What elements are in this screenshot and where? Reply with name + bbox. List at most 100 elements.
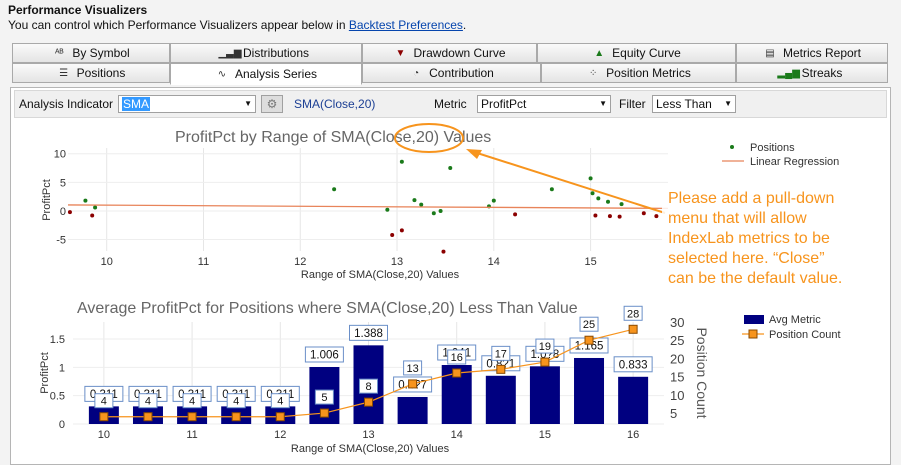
scatter-point — [83, 198, 88, 203]
bar-title: Average ProfitPct for Positions where SM… — [77, 300, 578, 317]
scatter-point — [641, 211, 646, 216]
scatter-ticks: 10 11 12 13 14 15 10 5 0 -5 — [54, 149, 597, 268]
backtest-preferences-link[interactable]: Backtest Preferences — [348, 18, 463, 32]
bar-y2tick: 5 — [670, 406, 677, 421]
scatter-ytick: 0 — [60, 206, 66, 218]
count-label: 16 — [451, 352, 463, 364]
regression-line — [67, 204, 669, 210]
scatter-point — [593, 213, 598, 218]
count-label-box — [403, 360, 423, 376]
equity-icon: ▲ — [594, 47, 605, 59]
annotation-arrowhead — [466, 149, 482, 159]
metric-select[interactable]: ProfitPct ▼ — [477, 95, 611, 113]
bar-xtick: 16 — [627, 429, 639, 441]
scatter-point — [390, 232, 395, 237]
scatter-xtick: 15 — [584, 256, 596, 268]
count-marker — [408, 379, 418, 389]
chevron-down-icon: ▼ — [599, 99, 607, 108]
metric-label: Metric — [434, 97, 467, 111]
scatter-point — [438, 208, 443, 213]
tab-distributions[interactable]: ▁▃▆ Distributions — [170, 43, 362, 63]
gear-icon[interactable]: ⚙ — [261, 95, 283, 113]
bar-ytick: 0.5 — [50, 391, 65, 403]
scatter-ytick: -5 — [56, 235, 66, 247]
scatter-point — [607, 214, 612, 219]
count-marker — [275, 412, 285, 422]
scatter-point — [513, 212, 518, 217]
filter-select[interactable]: Less Than ▼ — [652, 95, 736, 113]
annotation-line: Please add a pull-down — [668, 190, 834, 207]
bar-y2tick: 20 — [670, 351, 684, 366]
tab-label: Metrics Report — [782, 46, 862, 60]
page-title: Performance Visualizers — [8, 3, 148, 17]
count-marker — [628, 324, 638, 334]
drawdown-icon: ▼ — [395, 47, 406, 59]
indicator-label: Analysis Indicator — [19, 97, 114, 111]
avg-metric-bar — [529, 366, 560, 424]
scatter-point — [419, 202, 424, 207]
bar-y2tick: 25 — [670, 333, 684, 348]
bar-xtick: 15 — [539, 429, 551, 441]
count-label: 13 — [406, 363, 418, 375]
count-label-box — [447, 349, 467, 365]
scatter-point — [590, 191, 595, 196]
bar-ytick: 1.5 — [50, 334, 65, 346]
avg-metric-bar — [485, 375, 516, 424]
count-marker — [540, 357, 550, 367]
annotation-box — [662, 184, 867, 290]
scatter-point — [385, 207, 390, 212]
count-label: 4 — [277, 396, 283, 408]
tab-analysis-series[interactable]: ∿ Analysis Series — [170, 63, 362, 85]
indicator-expression: SMA(Close,20) — [294, 97, 376, 111]
scatter-icon: ⁘ — [588, 67, 598, 79]
tab-label: Positions — [76, 66, 126, 80]
tab-drawdown-curve[interactable]: ▼ Drawdown Curve — [362, 43, 537, 63]
bar-value-label: 1.006 — [310, 349, 339, 361]
bar-value-label: 0.8?1 — [486, 358, 515, 370]
highlight-ellipse — [394, 123, 464, 153]
tab-positions[interactable]: ☰ Positions — [12, 63, 170, 83]
scatter-point — [441, 249, 446, 254]
count-marker — [364, 397, 373, 407]
legend-regression: Linear Regression — [750, 156, 839, 168]
count-label: 8 — [365, 381, 371, 393]
bar-xtick: 10 — [98, 429, 110, 441]
tab-metrics-report[interactable]: ▤ Metrics Report — [736, 43, 888, 63]
legend-positions-marker — [730, 145, 734, 149]
count-label-box — [491, 345, 511, 361]
bar-value-label-box — [613, 356, 653, 373]
tab-position-metrics[interactable]: ⁘ Position Metrics — [541, 63, 736, 83]
bar-y2tick: 10 — [670, 388, 684, 403]
count-label-box — [314, 389, 334, 405]
scatter-ytick: 10 — [54, 149, 66, 161]
tab-label: Position Metrics — [606, 66, 691, 80]
tab-by-symbol[interactable]: ᴬᴮ By Symbol — [12, 43, 170, 63]
scatter-point — [654, 214, 659, 219]
count-marker — [99, 412, 109, 422]
tab-label: Drawdown Curve — [413, 46, 506, 60]
scatter-point — [491, 198, 496, 203]
count-label-box — [623, 305, 643, 321]
indicator-select[interactable]: SMA ▼ — [118, 95, 256, 113]
count-label: 17 — [495, 348, 507, 360]
avg-metric-bar — [618, 376, 649, 424]
count-label-box — [359, 378, 378, 394]
tab-streaks[interactable]: ▂▄▆ Streaks — [736, 63, 888, 83]
count-marker — [452, 368, 462, 378]
bar-xtick: 13 — [362, 429, 374, 441]
count-label-box — [270, 393, 290, 409]
tab-contribution[interactable]: ◔ Contribution — [362, 63, 541, 83]
annotation-line: selected here. “Close” — [668, 250, 825, 267]
tab-equity-curve[interactable]: ▲ Equity Curve — [537, 43, 736, 63]
count-label-box — [138, 393, 158, 409]
tab-label: Streaks — [801, 66, 843, 80]
count-label: 19 — [539, 341, 551, 353]
scatter-points — [67, 159, 659, 254]
subtitle-text: You can control which Performance Visual… — [8, 18, 349, 32]
scatter-point — [549, 187, 554, 192]
count-label: 4 — [189, 396, 195, 408]
count-label: 4 — [101, 396, 107, 408]
count-marker — [231, 412, 241, 422]
tab-row-1: ᴬᴮ By Symbol ▁▃▆ Distributions ▼ Drawdown C… — [12, 43, 888, 63]
